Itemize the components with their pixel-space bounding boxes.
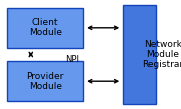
FancyBboxPatch shape — [123, 5, 156, 104]
Text: Client
Module: Client Module — [29, 18, 62, 37]
Text: Network
Module
Registrar: Network Module Registrar — [142, 40, 181, 69]
FancyBboxPatch shape — [7, 61, 83, 101]
FancyBboxPatch shape — [7, 8, 83, 48]
Text: NPI: NPI — [65, 55, 79, 64]
Text: Provider
Module: Provider Module — [27, 72, 64, 91]
